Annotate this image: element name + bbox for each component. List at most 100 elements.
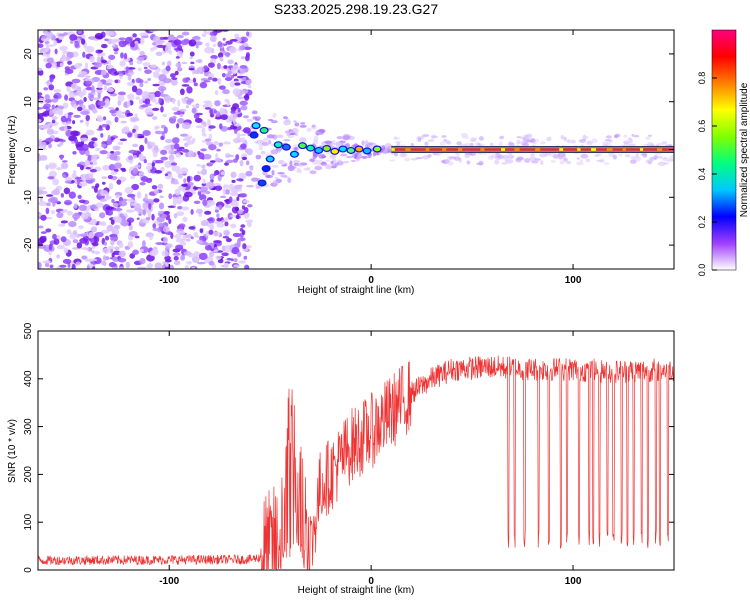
spectrogram-noise-blob: [88, 141, 97, 149]
spectrogram-noise-blob: [221, 72, 226, 78]
spectrogram-noise-blob: [53, 88, 62, 93]
spectrogram-noise-blob: [178, 146, 185, 150]
spectrogram-noise-blob: [220, 171, 225, 176]
spectrogram-noise-blob: [203, 121, 207, 128]
spectrogram-noise-blob: [84, 62, 89, 70]
spectrogram-noise-blob: [202, 199, 208, 207]
snr-y-ticks: 0 100 200 300 400 500: [23, 322, 674, 573]
spectrogram-noise-blob: [207, 62, 215, 68]
spectrogram-peak: [355, 146, 363, 152]
spectrogram-transition-blob: [294, 122, 300, 127]
spectrogram-noise-blob: [59, 210, 67, 213]
spectrogram-noise-blob: [66, 210, 73, 216]
spectrogram-transition-blob: [302, 167, 311, 171]
spectrogram-noise-blob: [171, 77, 178, 81]
spectrogram-noise-blob: [133, 131, 138, 139]
spectrogram-noise-blob: [43, 87, 49, 91]
spectrogram-transition-blob: [272, 112, 277, 118]
spectrogram-noise-blob: [144, 137, 148, 144]
spectrogram-noise-blob: [165, 138, 173, 144]
spectrogram-noise-blob: [193, 200, 201, 204]
spectrogram-transition-blob: [295, 162, 300, 167]
spectrogram-noise-blob: [86, 264, 90, 269]
spectrogram-noise-blob: [183, 191, 193, 198]
spectrogram-noise-blob: [93, 257, 102, 265]
spectrogram-noise-blob: [136, 191, 142, 199]
spectrogram-noise-blob: [57, 143, 62, 148]
spectrogram-noise-blob: [53, 40, 58, 46]
spectrogram-noise-blob: [87, 154, 92, 162]
spectrogram-noise-blob: [157, 183, 164, 190]
spectrogram-peak: [299, 143, 306, 148]
spectrogram-noise-blob: [233, 264, 240, 268]
spectrogram-noise-blob: [45, 45, 50, 52]
spectrogram-noise-blob: [212, 44, 217, 48]
spectrogram-transition-blob: [311, 124, 316, 128]
spectrogram-noise-blob: [191, 36, 201, 40]
spectrogram-noise-blob: [170, 73, 176, 78]
spectrogram-noise-blob: [213, 231, 221, 237]
spectrogram-noise-blob: [223, 65, 228, 69]
spectrogram-noise-blob: [234, 138, 239, 144]
spectrogram-noise-blob: [112, 39, 116, 47]
spectrogram-noise-blob: [62, 258, 72, 265]
spectrogram-noise-blob: [177, 205, 183, 210]
spectrogram-noise-blob: [85, 78, 92, 82]
spectrogram-transition-blob: [262, 137, 271, 144]
spectrogram-noise-blob: [243, 255, 248, 260]
spectrogram-noise-blob: [60, 236, 67, 243]
spectrogram-noise-blob: [226, 257, 232, 261]
spectrogram-noise-blob: [204, 210, 212, 215]
spectrogram-noise-blob: [72, 213, 81, 220]
spectrogram-noise-blob: [115, 107, 119, 111]
spectrogram-noise-blob: [179, 167, 189, 174]
spectrogram-noise-blob: [89, 55, 95, 63]
spectrogram-line-haze: [524, 134, 533, 138]
spectrogram-peak: [339, 146, 347, 152]
spectrogram-noise-blob: [75, 261, 81, 266]
spectrogram-noise-blob: [75, 90, 84, 97]
spectrogram-line-haze: [595, 159, 604, 162]
spectrogram-noise-blob: [180, 254, 185, 261]
spectrogram-line-haze: [478, 136, 484, 141]
spectrogram-noise-blob: [103, 82, 112, 86]
colorbar-gradient: [711, 29, 737, 271]
spectrogram-noise-blob: [107, 134, 111, 142]
spectrogram-noise-blob: [247, 84, 252, 89]
spectrogram-noise-blob: [182, 216, 188, 223]
spectrogram-noise-blob: [139, 50, 145, 56]
spectrogram-noise-blob: [242, 115, 249, 119]
spectrogram-noise-blob: [135, 88, 143, 96]
spectrogram-noise-blob: [76, 177, 81, 185]
spectrogram-noise-blob: [108, 261, 116, 268]
spectrogram-peak: [307, 145, 314, 151]
spectrogram-noise-blob: [221, 252, 229, 257]
spectrogram-noise-blob: [38, 261, 42, 269]
spectrogram-noise-blob: [82, 51, 86, 58]
spectrogram-noise-blob: [145, 165, 153, 171]
spectrogram-noise-blob: [179, 108, 187, 112]
spectrogram-noise-blob: [144, 80, 149, 84]
spectrogram-noise-blob: [130, 117, 140, 122]
spectrogram-noise-blob: [213, 140, 219, 146]
spectrogram-noise-blob: [91, 250, 95, 254]
spectrogram-noise-blob: [127, 93, 135, 101]
spectrogram-noise-blob: [170, 144, 176, 150]
snr-axes-frame: [37, 330, 675, 571]
spectrogram-noise-blob: [58, 108, 64, 116]
colorbar-tick-label: 0.8: [697, 72, 707, 85]
spectrogram-noise-blob: [89, 161, 94, 165]
spectrogram-noise-blob: [186, 99, 192, 105]
spectrogram-noise-blob: [39, 235, 46, 243]
spectrogram-noise-blob: [149, 250, 158, 257]
spectrogram-noise-blob: [97, 81, 103, 89]
spectrogram-noise-blob: [152, 227, 161, 232]
spectrogram-noise-blob: [222, 188, 226, 196]
spectrogram-noise-blob: [189, 56, 193, 60]
spectrogram-x-ticks: -100 0 100: [159, 30, 582, 286]
spectrogram-noise-blob: [152, 116, 158, 120]
spectrogram-line-haze: [489, 142, 494, 146]
spectrogram-noise-blob: [117, 94, 125, 102]
spectrogram-noise-blob: [101, 176, 108, 179]
